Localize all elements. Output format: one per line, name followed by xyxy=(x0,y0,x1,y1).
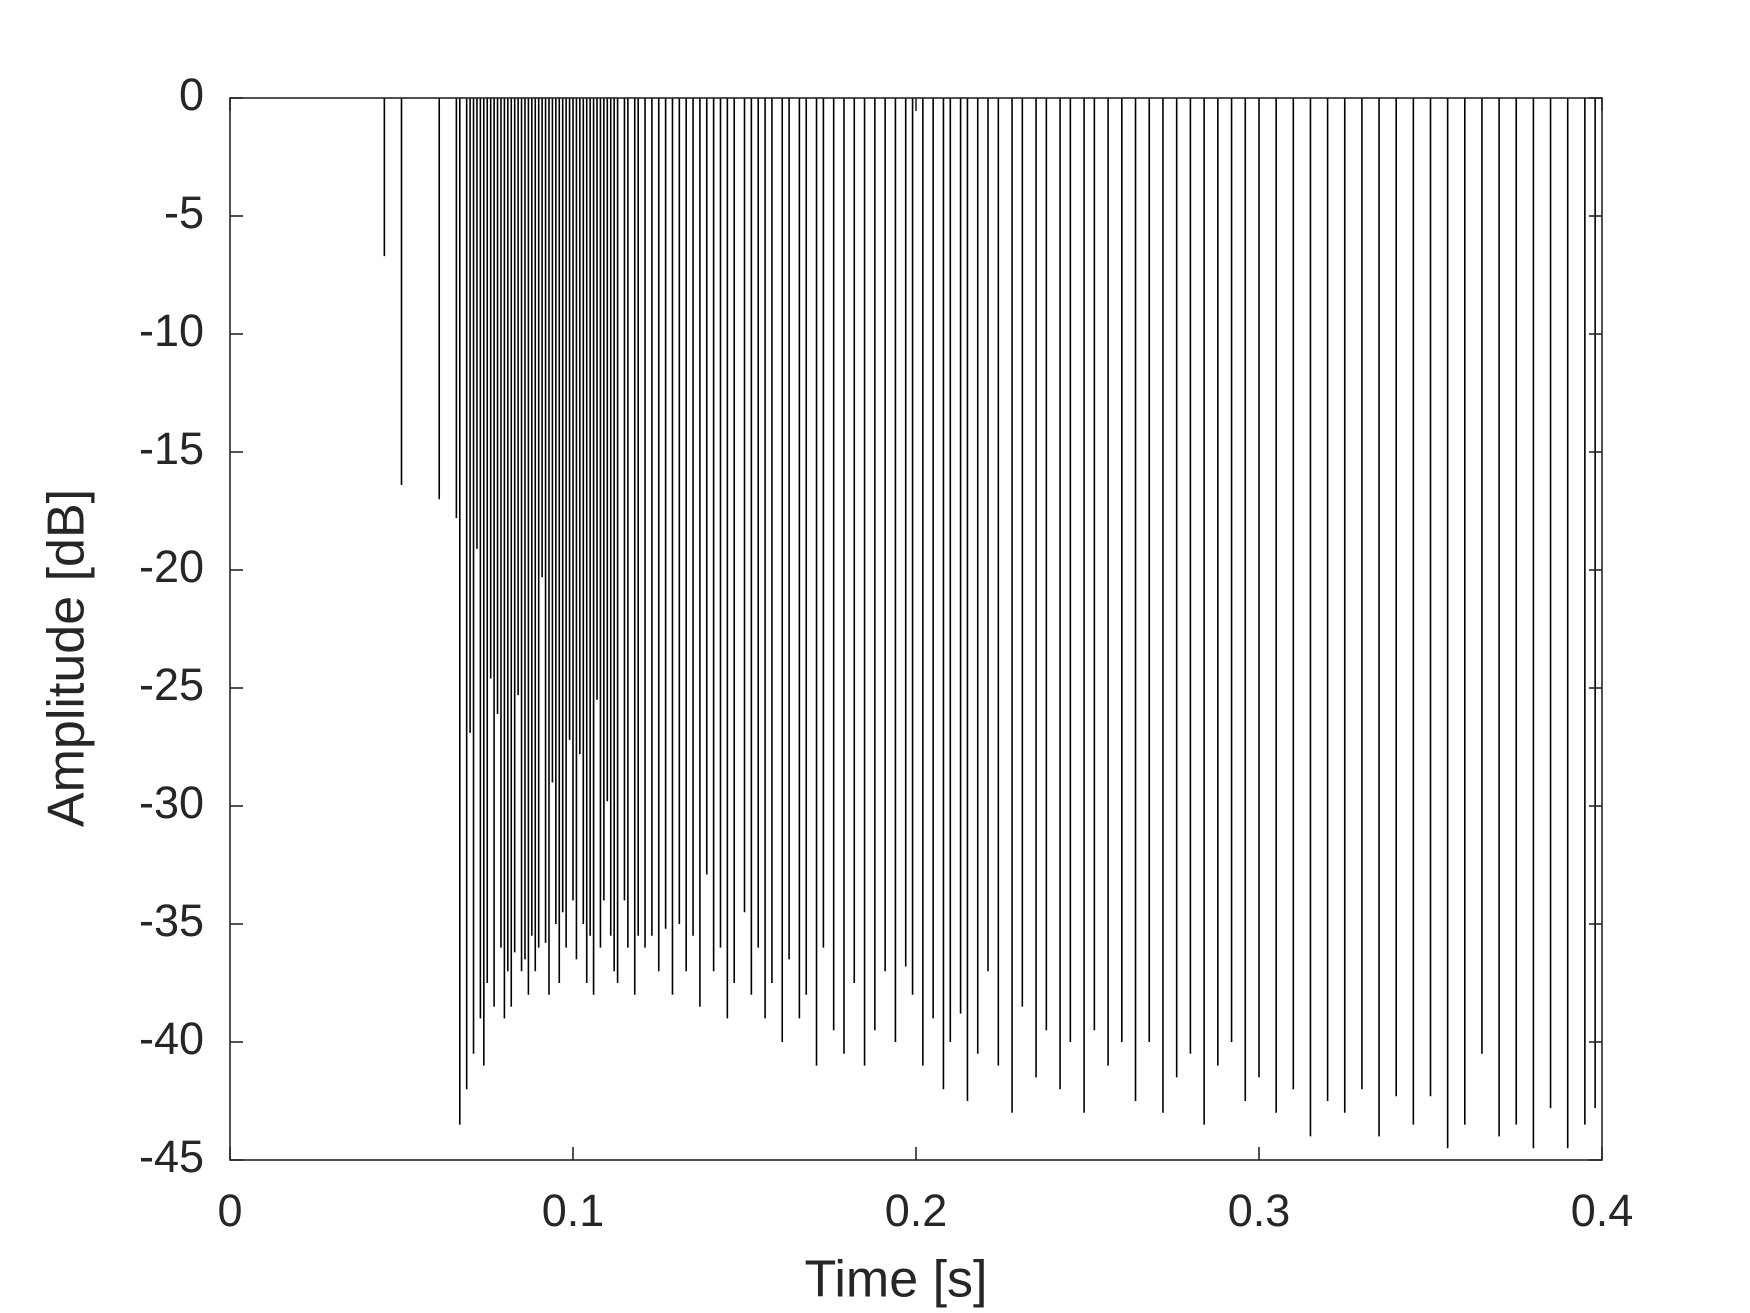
x-tick-label: 0 xyxy=(217,1185,242,1236)
x-axis-label: Time [s] xyxy=(805,1251,988,1309)
x-tick-label: 0.4 xyxy=(1571,1185,1634,1236)
y-tick-label: -45 xyxy=(139,1131,204,1182)
y-tick-label: 0 xyxy=(179,69,204,120)
y-tick-label: -10 xyxy=(139,305,204,356)
y-tick-label: -20 xyxy=(139,541,204,592)
y-tick-label: -5 xyxy=(164,187,204,238)
y-tick-label: -30 xyxy=(139,777,204,828)
y-tick-label: -40 xyxy=(139,1013,204,1064)
y-tick-label: -35 xyxy=(139,895,204,946)
y-axis-label: Amplitude [dB] xyxy=(38,489,96,827)
x-tick-label: 0.3 xyxy=(1228,1185,1291,1236)
y-tick-label: -25 xyxy=(139,659,204,710)
x-tick-label: 0.2 xyxy=(885,1185,948,1236)
x-tick-label: 0.1 xyxy=(542,1185,605,1236)
y-tick-label: -15 xyxy=(139,423,204,474)
